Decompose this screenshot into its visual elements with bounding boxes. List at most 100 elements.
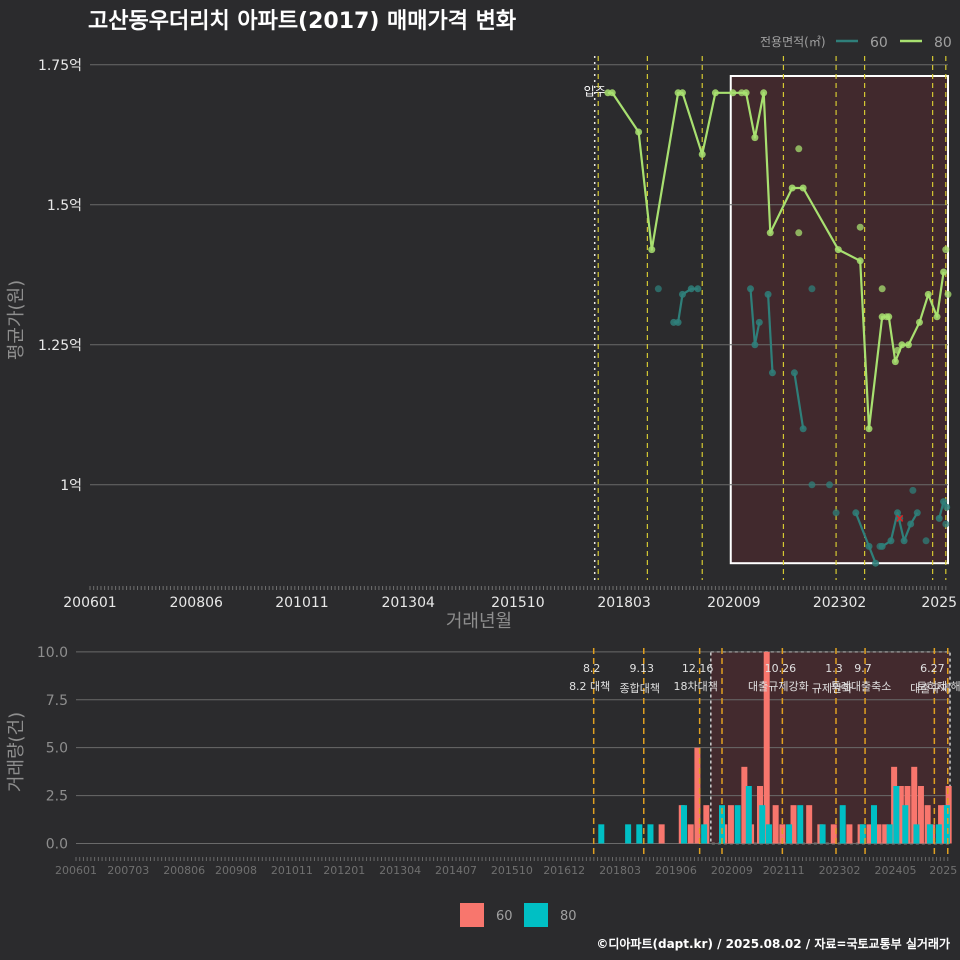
bar-80: [893, 786, 900, 844]
bar-60: [897, 786, 904, 844]
x-tick-label: 201510: [491, 595, 544, 611]
bar-80: [913, 824, 920, 844]
policy-label: 8.2 대책: [569, 680, 610, 693]
series-80-point: [940, 268, 948, 276]
series-60-point: [943, 503, 951, 511]
price-panel: 1억 1.25억 1.5억 1.75억 200601 200806 201011 201304…: [6, 56, 957, 632]
series-60-line: [767, 294, 774, 373]
x-tick-label: 201201: [323, 864, 365, 877]
x-tick-label: 201304: [381, 595, 435, 611]
policy-label: 특례대출축소: [831, 680, 892, 693]
series-80-point: [915, 318, 923, 326]
series-80-point: [729, 89, 737, 97]
bar-60: [866, 824, 873, 844]
series-80-point: [648, 246, 656, 254]
series-80-point: [924, 290, 932, 298]
series-60-point: [751, 341, 759, 349]
series-60-point: [747, 285, 755, 293]
series-80-point: [711, 89, 719, 97]
bar-60: [830, 824, 837, 844]
policy-date: 6.27: [920, 662, 945, 675]
series-80-point: [898, 341, 906, 349]
policy-label: 18차대책: [673, 680, 717, 693]
series-80-point: [608, 89, 616, 97]
cross-marker: [896, 514, 904, 522]
x-tick-label: 201906: [655, 864, 697, 877]
legend-label-60: 60: [496, 909, 513, 924]
x-tick-label: 201407: [435, 864, 477, 877]
y-tick-label: 1.5억: [47, 198, 82, 214]
series-60-point: [876, 542, 884, 550]
series-60-point: [872, 559, 880, 567]
series-80-point: [933, 313, 941, 321]
bar-80: [745, 786, 752, 844]
series-80-point: [698, 150, 706, 158]
y-tick-label: 2.5: [46, 789, 68, 805]
series-80-point: [942, 246, 950, 254]
series-80-point: [905, 341, 913, 349]
x-tick-label: 200908: [215, 864, 257, 877]
series-80-point: [834, 246, 842, 254]
bar-80: [734, 805, 741, 844]
series-60-point: [694, 285, 702, 293]
series-80-point: [856, 257, 864, 265]
y-tick-label: 1억: [60, 478, 82, 494]
x-tick-label: 202009: [711, 864, 753, 877]
policy-label: 종합대책: [620, 682, 660, 695]
bar-60: [917, 786, 924, 844]
legend-key-60: [460, 903, 484, 927]
series-80-point: [856, 223, 864, 231]
policy-date: 8.2: [583, 662, 601, 675]
series-60-point: [909, 486, 917, 494]
bar-60: [772, 805, 779, 844]
series-60-point: [942, 520, 950, 528]
bar-80: [719, 805, 725, 844]
bar-80: [765, 824, 772, 844]
bar-80: [926, 824, 933, 844]
footer-credit: ©디아파트(dapt.kr) / 2025.08.02 / 자료=국토교통부 실…: [596, 936, 950, 951]
series-80-point: [944, 290, 952, 298]
y-tick-label: 5.0: [46, 741, 68, 757]
x-tick-label: 201612: [543, 864, 585, 877]
series-60-point: [654, 285, 662, 293]
bar-60: [658, 824, 665, 844]
move-in-label: 입주: [584, 85, 606, 99]
x-tick-label: 201011: [275, 595, 328, 611]
volume-legend: 60 80: [460, 903, 577, 927]
bar-80: [701, 824, 708, 844]
bar-80: [681, 805, 687, 844]
series-80-point: [799, 184, 807, 192]
x-tick-label: 201304: [379, 864, 421, 877]
bar-80: [886, 824, 893, 844]
x-tick-label: 2025: [929, 864, 957, 877]
policy-date: 9.13: [630, 662, 655, 675]
x-tick-label: 200601: [55, 864, 97, 877]
y-tick-label: 7.5: [46, 693, 68, 709]
bar-60: [846, 824, 853, 844]
legend-title: 전용면적(㎡): [760, 35, 826, 49]
bar-60: [687, 824, 694, 844]
chart-title: 고산동우더리치 아파트(2017) 매매가격 변화: [88, 9, 516, 34]
series-60-point: [678, 290, 686, 298]
x-tick-label: 202111: [763, 864, 805, 877]
series-80-point: [766, 229, 774, 237]
x-tick-label: 2025: [921, 595, 957, 611]
series-60-point: [887, 537, 895, 545]
x-axis-label: 거래년월: [446, 611, 512, 632]
series-60-point: [852, 509, 860, 517]
series-60-line: [793, 372, 805, 429]
series-60-point: [808, 285, 816, 293]
y-tick-label: 0.0: [46, 837, 68, 853]
series-60-point: [922, 537, 930, 545]
series-80-point: [760, 89, 768, 97]
series-80-point: [795, 229, 803, 237]
policy-label: 대출규제: [910, 682, 950, 695]
x-tick-label: 202009: [707, 595, 760, 611]
bar-60: [806, 805, 813, 844]
bar-60: [741, 766, 748, 844]
x-tick-label: 201011: [271, 864, 313, 877]
series-60-point: [832, 509, 840, 517]
series-60-point: [865, 542, 873, 550]
bar-80: [598, 824, 605, 844]
